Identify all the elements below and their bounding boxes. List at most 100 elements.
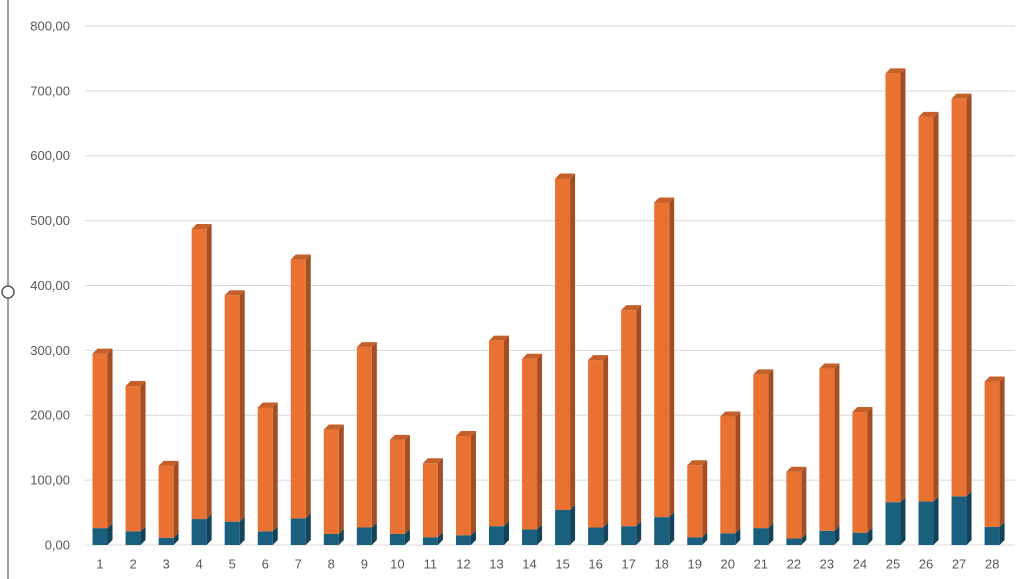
bar-top bbox=[290, 254, 311, 260]
bar-top bbox=[753, 369, 774, 375]
bar bbox=[158, 537, 174, 545]
bar-side bbox=[999, 521, 1005, 545]
x-tick-label: 9 bbox=[361, 556, 368, 571]
bar bbox=[621, 310, 637, 527]
x-tick-label: 5 bbox=[229, 556, 236, 571]
bar-top bbox=[555, 173, 576, 179]
bar-side bbox=[140, 526, 146, 545]
resize-handle[interactable] bbox=[1, 285, 15, 299]
bar bbox=[389, 533, 405, 545]
bar-side bbox=[272, 402, 278, 532]
bar bbox=[125, 386, 141, 532]
bar bbox=[489, 526, 504, 545]
x-tick-label: 13 bbox=[489, 556, 503, 571]
bar bbox=[984, 526, 1000, 545]
bar-side bbox=[107, 523, 113, 545]
bar-side bbox=[801, 466, 807, 539]
bar-side bbox=[371, 522, 377, 545]
bar bbox=[125, 531, 141, 545]
bar-top bbox=[720, 411, 741, 417]
bar bbox=[191, 519, 207, 545]
bar bbox=[687, 537, 703, 545]
bar-side bbox=[239, 290, 245, 522]
bar-top bbox=[422, 458, 443, 464]
x-tick-label: 6 bbox=[262, 556, 269, 571]
x-tick-label: 24 bbox=[853, 556, 867, 571]
bar bbox=[224, 521, 240, 545]
bar-top bbox=[158, 460, 179, 466]
bar bbox=[918, 116, 934, 502]
bar-top bbox=[489, 335, 509, 341]
bar-side bbox=[636, 305, 642, 527]
bar bbox=[290, 259, 306, 519]
bar-side bbox=[173, 460, 179, 538]
bar-side bbox=[404, 528, 410, 545]
bar-side bbox=[470, 530, 476, 545]
bar bbox=[522, 529, 538, 545]
bar-side bbox=[437, 532, 443, 545]
bar-side bbox=[933, 496, 939, 545]
bar-top bbox=[984, 376, 1005, 382]
bar-top bbox=[588, 355, 609, 361]
bar bbox=[852, 532, 868, 545]
y-tick-label: 400,00 bbox=[30, 278, 70, 293]
bar-side bbox=[272, 526, 278, 545]
bar-top bbox=[522, 353, 543, 359]
bar-side bbox=[504, 521, 509, 545]
bar-top bbox=[819, 363, 840, 369]
bar-side bbox=[173, 532, 179, 545]
bar-top bbox=[786, 466, 807, 472]
bar-side bbox=[636, 521, 642, 545]
bar bbox=[819, 368, 835, 531]
x-tick-label: 23 bbox=[820, 556, 834, 571]
bar-top bbox=[191, 224, 212, 230]
x-tick-label: 14 bbox=[522, 556, 536, 571]
bar-side bbox=[239, 516, 245, 545]
x-tick-label: 19 bbox=[688, 556, 702, 571]
x-tick-label: 2 bbox=[129, 556, 136, 571]
bar bbox=[290, 518, 306, 545]
bar bbox=[356, 347, 372, 528]
bar bbox=[588, 360, 604, 528]
bar-top bbox=[918, 111, 939, 117]
bar-top bbox=[951, 93, 972, 99]
bar bbox=[389, 439, 405, 534]
x-tick-label: 25 bbox=[886, 556, 900, 571]
bar-top bbox=[92, 348, 113, 354]
bar bbox=[687, 465, 703, 538]
bar bbox=[555, 509, 571, 545]
x-tick-label: 8 bbox=[328, 556, 335, 571]
bar-side bbox=[305, 513, 311, 545]
bar-side bbox=[404, 434, 410, 534]
bar bbox=[621, 526, 637, 545]
bar-side bbox=[437, 458, 443, 538]
bar bbox=[951, 496, 967, 545]
bar-side bbox=[768, 523, 774, 545]
y-tick-label: 700,00 bbox=[30, 83, 70, 98]
x-tick-label: 4 bbox=[196, 556, 203, 571]
bar-top bbox=[852, 407, 873, 413]
bar-top bbox=[323, 424, 344, 430]
x-tick-label: 20 bbox=[721, 556, 735, 571]
bar-top bbox=[389, 434, 410, 440]
bar-top bbox=[687, 460, 708, 466]
bar-side bbox=[371, 342, 377, 528]
bar bbox=[852, 412, 868, 533]
bar-side bbox=[834, 525, 840, 545]
bar-top bbox=[125, 381, 146, 387]
bar-side bbox=[570, 173, 576, 510]
bar-top bbox=[885, 68, 906, 74]
x-tick-label: 18 bbox=[654, 556, 668, 571]
bar bbox=[92, 353, 108, 529]
bar-side bbox=[537, 353, 543, 530]
bar-side bbox=[669, 512, 675, 545]
bar bbox=[720, 533, 736, 545]
bar bbox=[984, 381, 1000, 527]
bar-side bbox=[669, 197, 675, 518]
bar bbox=[918, 501, 934, 545]
bar bbox=[786, 538, 802, 545]
bar-side bbox=[570, 504, 576, 545]
bar bbox=[257, 531, 273, 545]
bar bbox=[422, 463, 438, 538]
